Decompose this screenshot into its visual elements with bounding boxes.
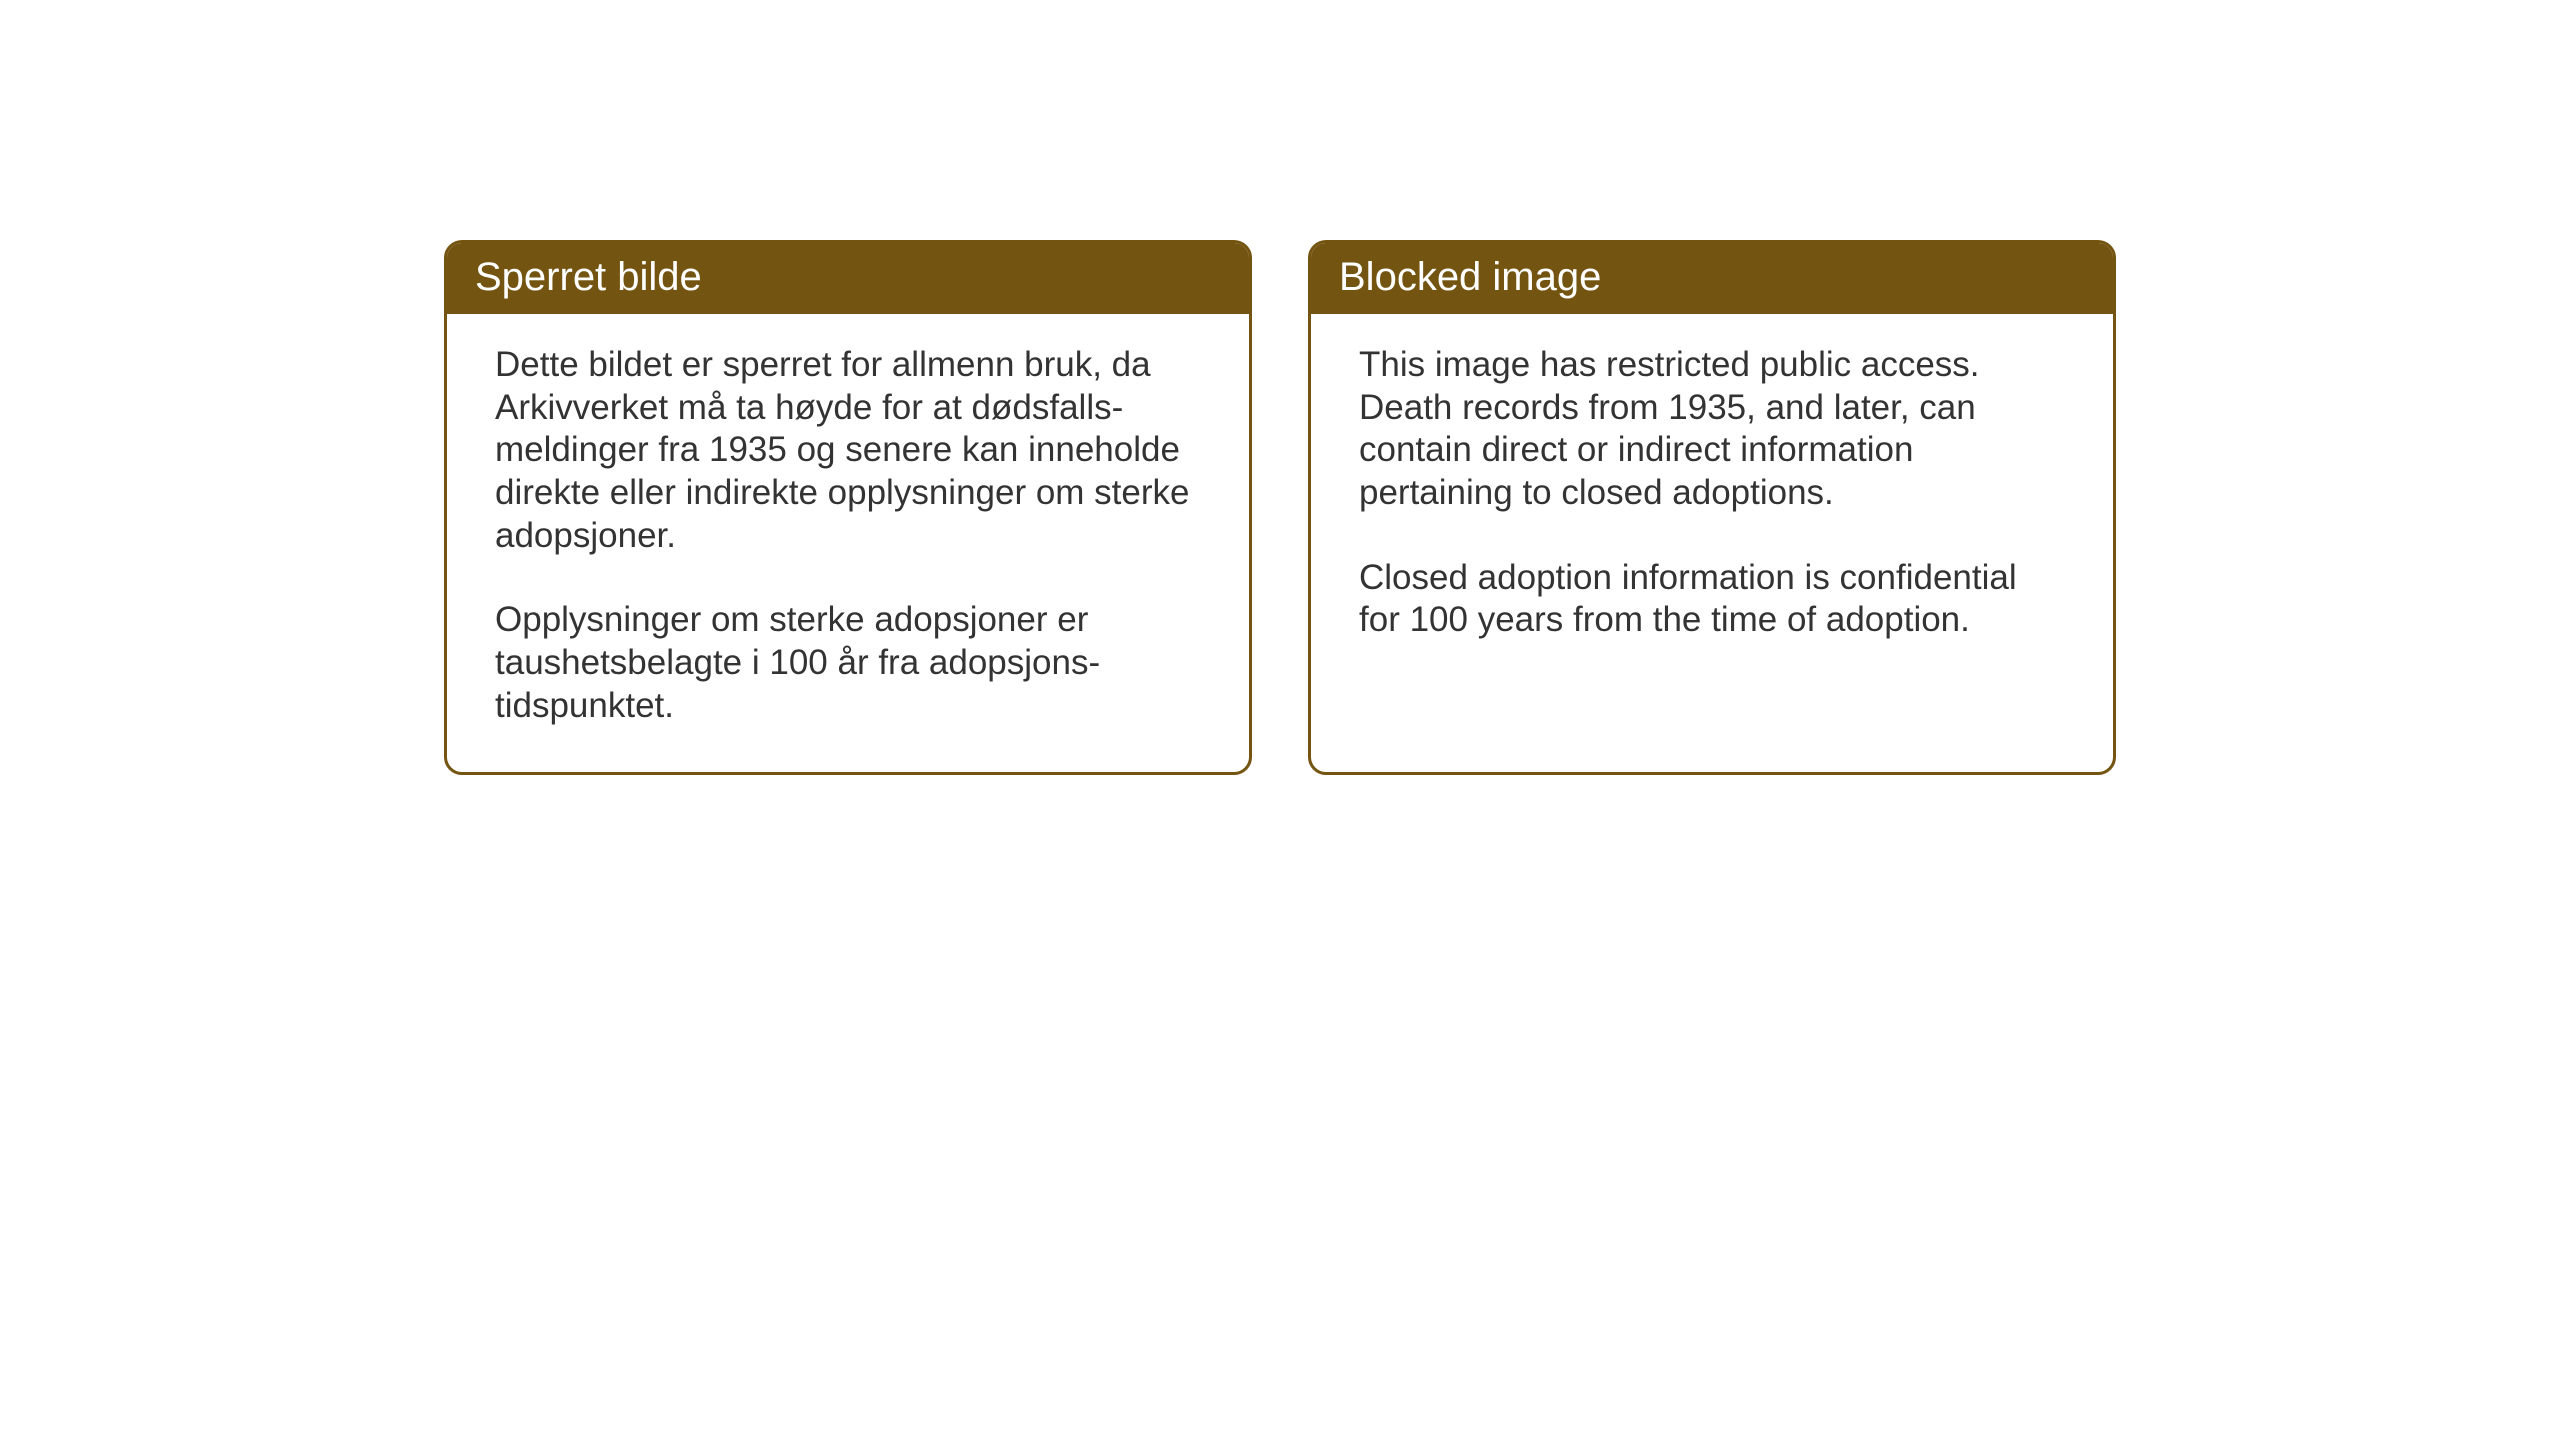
notice-paragraph-1-norwegian: Dette bildet er sperret for allmenn bruk… bbox=[495, 344, 1201, 557]
notice-paragraph-1-english: This image has restricted public access.… bbox=[1359, 344, 2065, 515]
notice-header-english: Blocked image bbox=[1311, 243, 2113, 314]
notice-card-norwegian: Sperret bilde Dette bildet er sperret fo… bbox=[444, 240, 1252, 775]
notice-title-english: Blocked image bbox=[1339, 255, 1601, 299]
notice-body-norwegian: Dette bildet er sperret for allmenn bruk… bbox=[447, 314, 1249, 772]
notice-title-norwegian: Sperret bilde bbox=[475, 255, 702, 299]
notice-paragraph-2-norwegian: Opplysninger om sterke adopsjoner er tau… bbox=[495, 599, 1201, 727]
notice-header-norwegian: Sperret bilde bbox=[447, 243, 1249, 314]
notice-paragraph-2-english: Closed adoption information is confident… bbox=[1359, 557, 2065, 642]
notice-body-english: This image has restricted public access.… bbox=[1311, 314, 2113, 686]
notice-card-english: Blocked image This image has restricted … bbox=[1308, 240, 2116, 775]
notice-container: Sperret bilde Dette bildet er sperret fo… bbox=[444, 240, 2116, 775]
